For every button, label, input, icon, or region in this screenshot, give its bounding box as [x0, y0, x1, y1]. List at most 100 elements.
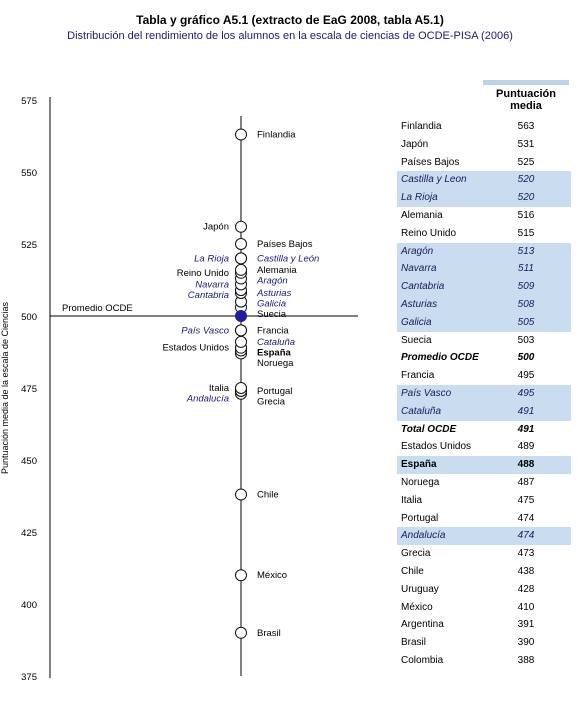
y-tick-label: 525 [21, 240, 37, 251]
row-score-value: 410 [517, 601, 535, 613]
point-label: Noruega [257, 358, 294, 369]
scores-table: Puntuación media Finlandia 563 Japón 531 Paí… [397, 80, 577, 666]
point-marker [235, 252, 247, 265]
point-label: Alemania [257, 265, 297, 276]
row-score-value: 563 [517, 121, 535, 132]
point-marker [235, 238, 247, 250]
table-header: Puntuación media [483, 80, 569, 116]
table-row: Aragón 513 [397, 242, 571, 261]
row-score-value: 475 [517, 494, 535, 506]
point-label: Portugal [257, 386, 292, 397]
table-row: Finlandia 563 [397, 118, 571, 136]
table-row: Argentina 391 [397, 616, 571, 634]
point-marker [235, 263, 247, 276]
row-country-name: Aragón [401, 245, 434, 257]
table-row: Países Bajos 525 [397, 154, 571, 172]
point-marker [235, 220, 247, 233]
row-score-value: 438 [517, 566, 535, 577]
point-label: Francia [257, 325, 289, 336]
table-row: Galicia 505 [397, 313, 571, 332]
row-country-name: Grecia [401, 548, 431, 560]
row-country-name: La Rioja [401, 192, 438, 204]
point-label: Suecia [257, 309, 287, 320]
plot-area: Promedio OCDE Finlandia Japón Países Bajos C… [50, 116, 358, 676]
point-label: Aragón [256, 275, 288, 286]
row-country-name: Italia [401, 494, 423, 506]
table-row: Andalucía 474 [397, 527, 571, 546]
row-country-name: Reino Unido [401, 227, 457, 239]
row-country-name: País Vasco [401, 388, 452, 399]
row-score-value: 491 [517, 405, 535, 417]
table-row: Castilla y Leon 520 [397, 171, 571, 190]
row-country-name: Galicia [401, 316, 432, 328]
row-score-value: 503 [517, 334, 535, 346]
point-label: La Rioja [194, 253, 229, 264]
table-row: Navarra 511 [397, 260, 571, 279]
point-label: Japón [203, 222, 229, 233]
row-score-value: 520 [517, 192, 535, 204]
table-row: Alemania 516 [397, 207, 571, 225]
row-country-name: Alemania [401, 210, 443, 221]
row-score-value: 513 [517, 245, 535, 257]
point-label: Asturias [256, 288, 292, 299]
row-score-value: 531 [517, 138, 535, 150]
table-row: Estados Unidos 489 [397, 438, 571, 456]
row-score-value: 388 [517, 655, 535, 666]
row-country-name: Promedio OCDE [401, 352, 479, 364]
row-score-value: 505 [517, 316, 535, 328]
row-country-name: Finlandia [401, 121, 442, 132]
row-score-value: 495 [517, 370, 535, 382]
y-tick-label: 575 [21, 96, 37, 107]
row-score-value: 487 [517, 477, 535, 488]
point-marker [235, 324, 247, 337]
row-score-value: 495 [517, 388, 535, 399]
point-label: Grecia [257, 396, 286, 407]
row-country-name: Chile [401, 566, 424, 577]
row-country-name: Portugal [401, 512, 439, 524]
point-label: Estados Unidos [162, 343, 229, 354]
table-row: Total OCDE 491 [397, 421, 571, 439]
point-label: Cataluña [257, 337, 295, 348]
row-score-value: 474 [517, 512, 535, 524]
point-marker [235, 626, 247, 639]
table-row: Grecia 473 [397, 545, 571, 563]
row-score-value: 428 [517, 583, 535, 595]
point-label: Italia [209, 383, 230, 394]
y-tick-label: 450 [21, 456, 37, 467]
y-tick-label: 500 [21, 312, 37, 323]
row-country-name: Navarra [401, 263, 437, 275]
row-score-value: 391 [517, 619, 535, 631]
y-axis-title: Puntuación media de la escala de Ciencia… [0, 301, 10, 474]
y-axis: 375 400 425 450 475 500 525 550 575 Puntuación me… [0, 96, 51, 683]
point-marker [235, 335, 247, 348]
score-chart: 375 400 425 450 475 500 525 550 575 Puntuación me… [0, 96, 358, 683]
point-label: España [257, 347, 292, 358]
point-marker [235, 128, 247, 141]
row-score-value: 511 [518, 263, 534, 275]
row-score-value: 525 [517, 156, 535, 168]
row-country-name: México [401, 601, 433, 613]
point-label: Galicia [257, 298, 286, 309]
y-tick-label: 475 [21, 384, 37, 395]
y-tick-label: 550 [21, 168, 37, 179]
point-label: Cantabria [188, 290, 229, 301]
row-country-name: Andalucía [401, 530, 446, 542]
table-row: Promedio OCDE 500 [397, 349, 571, 367]
point-label: México [257, 570, 287, 581]
row-country-name: Colombia [401, 655, 444, 666]
table-row: Japón 531 [397, 136, 571, 154]
table-row: Cataluña 491 [397, 402, 571, 421]
point-label: Finlandia [257, 130, 296, 141]
row-country-name: Uruguay [401, 583, 439, 595]
y-tick-label: 400 [21, 600, 37, 611]
row-country-name: España [401, 459, 437, 471]
row-country-name: Cataluña [401, 405, 442, 417]
oecd-average-label: Promedio OCDE [62, 303, 133, 314]
row-score-value: 473 [517, 548, 535, 560]
row-country-name: Países Bajos [401, 156, 460, 168]
point-label: Andalucía [186, 394, 229, 405]
table-row: Colombia 388 [397, 652, 571, 670]
table-row: Portugal 474 [397, 510, 571, 528]
row-country-name: Argentina [401, 619, 444, 631]
point-label: Reino Unido [177, 268, 229, 279]
